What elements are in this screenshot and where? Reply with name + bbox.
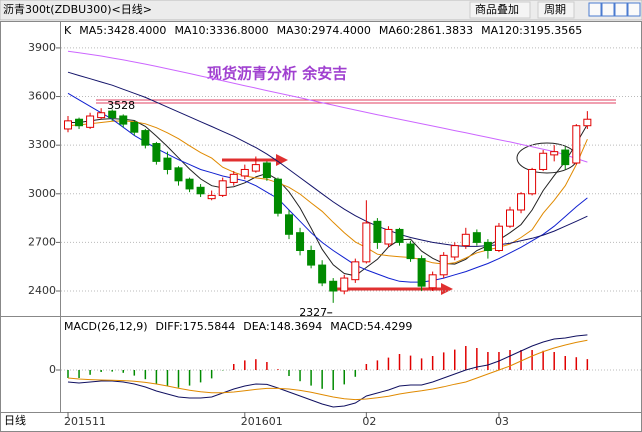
macd-line (67, 339, 588, 401)
legend-entry: MACD:54.4299 (330, 320, 412, 333)
candle-body (141, 130, 150, 146)
overlay-button-label[interactable]: 商品叠加 (475, 2, 519, 16)
candle-body (461, 233, 470, 247)
period-button-label[interactable]: 周期 (544, 3, 566, 16)
candle-body (528, 168, 537, 195)
period-label: 日线 (4, 413, 26, 427)
y-tick-label: 3300 (28, 138, 56, 151)
candle-body (417, 258, 426, 287)
candle-body (340, 277, 349, 292)
candle-body (506, 209, 514, 227)
x-tick-label: 201601 (241, 415, 283, 428)
nav-icons (588, 2, 641, 17)
legend-entry: MA10:3336.8000 (174, 24, 268, 37)
candle-body (207, 194, 216, 200)
high-label: 3528 (107, 99, 135, 112)
candle-body (572, 125, 581, 164)
candle-body (329, 280, 338, 292)
nav-left[interactable] (588, 2, 602, 17)
candle-body (494, 225, 503, 252)
y-tick-label: 3600 (28, 90, 56, 103)
y-tick-label: 2400 (28, 284, 56, 297)
arrow-head (276, 154, 288, 166)
legend-entry: MA120:3195.3565 (481, 24, 582, 37)
candle-body (450, 245, 459, 258)
candle-body (218, 180, 227, 196)
candle-body (561, 149, 570, 166)
candle-body (351, 261, 360, 281)
period-button[interactable] (537, 1, 575, 19)
low-label: 2327 (299, 306, 327, 319)
annotation: 现货沥青分析 余安吉 (207, 65, 347, 83)
legend-entry: MA30:2974.4000 (277, 24, 371, 37)
legend-entry: DEA:148.3694 (243, 320, 322, 333)
ma-line (67, 50, 588, 163)
candle-body (406, 243, 415, 260)
candle-body (428, 274, 437, 289)
legend-entry: MACD(26,12,9) (64, 320, 148, 333)
candle-body (583, 118, 592, 127)
legend-entry: DIFF:175.5844 (156, 320, 236, 333)
y-tick-label: 3900 (28, 41, 56, 54)
candle-body (163, 157, 172, 170)
candle-body (539, 152, 548, 170)
candle-body (384, 228, 393, 245)
candle-body (395, 228, 404, 243)
candle-body (483, 241, 492, 252)
x-tick-label: 02 (362, 415, 376, 428)
candle-body (130, 121, 139, 133)
y-tick-label: 0 (49, 363, 56, 376)
candle-body (439, 254, 448, 276)
candle-body (240, 168, 249, 177)
nav-reset[interactable] (627, 2, 641, 17)
candle-body (550, 151, 559, 156)
candle-body (273, 178, 282, 214)
candle-body (472, 232, 481, 243)
candle-body (196, 186, 205, 195)
y-tick-label: 2700 (28, 235, 56, 248)
candle-body (517, 193, 526, 211)
legend-entry: MA5:3428.4000 (79, 24, 166, 37)
candle-body (307, 250, 316, 266)
overlay-button[interactable] (469, 1, 531, 19)
legend-entry: K (64, 24, 72, 37)
candle-body (75, 118, 84, 127)
candle-body (362, 222, 371, 263)
candle-body (285, 214, 293, 235)
candle-body (229, 173, 238, 183)
window-title: 沥青300t(ZDBU300)<日线> (3, 2, 152, 16)
x-tick-label: 03 (495, 415, 509, 428)
candle-body (251, 164, 260, 172)
nav-right[interactable] (601, 2, 615, 17)
candle-body (262, 162, 271, 179)
x-tick-label: 201511 (64, 415, 106, 428)
candle-body (296, 232, 305, 252)
candle-body (119, 115, 128, 125)
candle-body (185, 178, 194, 190)
candle-body (152, 143, 161, 162)
candle-body (174, 167, 183, 182)
arrow-head (441, 283, 453, 295)
candle-body (373, 220, 382, 243)
candle-body (64, 120, 72, 130)
nav-zoom[interactable] (614, 2, 628, 17)
candle-body (97, 112, 106, 119)
candle-body (86, 115, 95, 128)
y-tick-label: 3000 (28, 187, 56, 200)
candle-body (108, 110, 117, 119)
legend-entry: MA60:2861.3833 (379, 24, 473, 37)
macd-line (67, 334, 588, 408)
candle-body (318, 264, 327, 284)
